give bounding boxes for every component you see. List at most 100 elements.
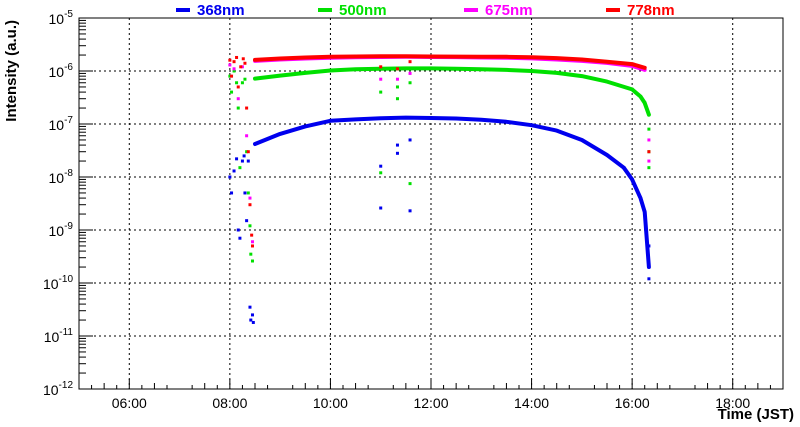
data-point [429, 116, 433, 120]
data-point [243, 61, 247, 65]
series-layer [228, 54, 651, 324]
y-tick-label: 10-8 [49, 168, 74, 186]
data-point [250, 244, 254, 248]
data-point [251, 320, 255, 324]
data-point [354, 67, 358, 71]
data-point [249, 318, 253, 322]
data-point [408, 60, 412, 64]
series-line [253, 115, 651, 269]
data-point [230, 191, 234, 195]
data-point [647, 113, 651, 117]
data-point [246, 150, 250, 154]
y-tick-exponent: -11 [59, 327, 73, 338]
data-point [580, 138, 584, 142]
y-tick-exponent: -10 [59, 274, 74, 285]
data-point [379, 164, 383, 168]
data-point [479, 118, 483, 122]
data-point [303, 55, 307, 59]
legend-swatch [464, 8, 478, 12]
legend: 368nm 500nm 675nm 778nm [176, 2, 675, 19]
data-point [246, 159, 250, 163]
y-tick-exponent: -6 [64, 62, 73, 73]
data-point [647, 150, 651, 154]
data-point [248, 305, 252, 309]
data-point [479, 55, 483, 59]
y-tick-base: 10 [49, 117, 65, 133]
data-point [630, 177, 634, 181]
data-point [232, 69, 236, 73]
legend-swatch [606, 8, 620, 12]
data-point [249, 252, 253, 256]
data-point [230, 90, 234, 94]
data-point [504, 55, 508, 59]
data-point [647, 159, 651, 163]
series-500nm [228, 66, 651, 263]
y-tick-base: 10 [49, 64, 65, 80]
data-point [379, 65, 383, 69]
data-point [555, 56, 559, 60]
data-point [395, 77, 399, 81]
data-point [245, 106, 249, 110]
data-point [504, 120, 508, 124]
data-point [240, 65, 244, 69]
x-tick-label: 16:00 [615, 395, 650, 411]
data-point [643, 210, 647, 214]
data-point [250, 240, 254, 244]
data-point [395, 67, 399, 71]
data-point [236, 106, 240, 110]
legend-label: 778nm [627, 2, 675, 19]
data-point [250, 233, 254, 237]
grid [79, 18, 783, 389]
data-point [643, 101, 647, 105]
data-point [354, 54, 358, 58]
axes: 06:00 08:00 10:00 12:00 14:00 16:00 18:0010-12… [43, 9, 771, 411]
data-point [253, 77, 257, 81]
data-point [250, 259, 254, 263]
y-tick-exponent: -8 [64, 168, 73, 179]
data-point [647, 166, 651, 170]
data-point [408, 182, 412, 186]
legend-label: 500nm [339, 2, 387, 19]
data-point [379, 90, 383, 94]
y-tick-label: 10-7 [49, 115, 74, 133]
data-point [647, 127, 651, 131]
data-point [605, 153, 609, 157]
y-tick-base: 10 [49, 223, 65, 239]
data-point [239, 65, 243, 69]
data-point [236, 85, 240, 89]
y-tick-base: 10 [49, 11, 65, 27]
y-tick-exponent: -5 [64, 9, 73, 20]
data-point [248, 196, 252, 200]
data-point [530, 69, 534, 73]
data-point [242, 154, 246, 158]
data-point [235, 81, 239, 85]
data-point [404, 54, 408, 58]
y-tick-label: 10-10 [43, 274, 73, 292]
data-point [253, 58, 257, 62]
y-tick-exponent: -9 [64, 221, 73, 232]
y-axis-title: Intensity (a.u.) [3, 20, 20, 122]
data-point [630, 62, 634, 66]
data-point [235, 157, 239, 161]
legend-swatch [176, 8, 190, 12]
data-point [246, 191, 250, 195]
x-axis-title: Time (JST) [718, 406, 794, 423]
data-point [245, 219, 249, 223]
data-point [630, 87, 634, 91]
data-point [555, 129, 559, 133]
data-point [408, 138, 412, 142]
data-point [379, 171, 383, 175]
data-point [240, 159, 244, 163]
data-point [278, 74, 282, 78]
y-tick-label: 10-12 [43, 380, 73, 398]
y-tick-exponent: -7 [64, 115, 73, 126]
data-point [235, 55, 239, 59]
data-point [379, 116, 383, 120]
data-point [580, 57, 584, 61]
data-point [429, 54, 433, 58]
data-point [303, 71, 307, 75]
data-point [248, 203, 252, 207]
x-tick-label: 18:00 [715, 395, 750, 411]
data-point [408, 71, 412, 75]
